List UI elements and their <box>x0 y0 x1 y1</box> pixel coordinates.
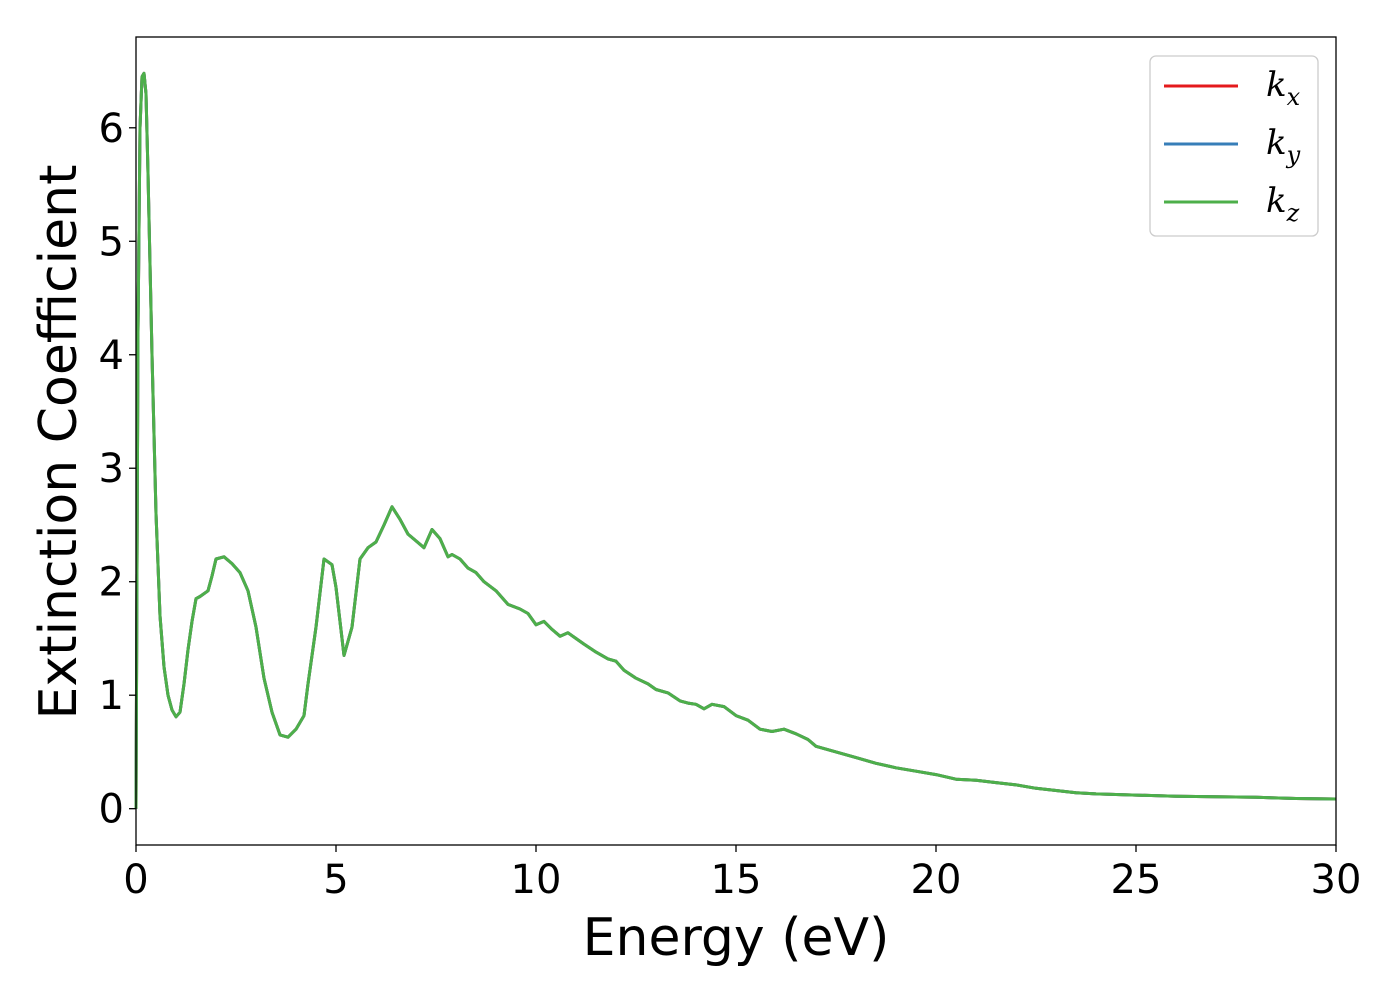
x-tick-label: 25 <box>1111 857 1162 903</box>
series-line-kz <box>134 71 1337 809</box>
y-axis-label: Extinction Coefficient <box>29 165 89 720</box>
y-tick-label: 0 <box>99 787 124 833</box>
x-tick-label: 5 <box>323 857 348 903</box>
plot-background <box>136 37 1336 845</box>
series-lines <box>134 71 1337 809</box>
x-axis-label: Energy (eV) <box>583 908 890 968</box>
x-tick-label: 10 <box>511 857 562 903</box>
legend-label-kx: kx <box>1266 65 1301 111</box>
x-tick-label: 0 <box>123 857 148 903</box>
x-tick-label: 15 <box>711 857 762 903</box>
x-tick-label: 20 <box>911 857 962 903</box>
legend-label-kz: kz <box>1266 181 1300 227</box>
legend: kx ky kz <box>1149 55 1319 237</box>
y-tick-label: 4 <box>99 333 124 379</box>
y-axis-ticks: 0 1 2 3 4 5 6 <box>99 106 136 833</box>
x-tick-label: 30 <box>1311 857 1362 903</box>
legend-label-ky: ky <box>1266 123 1301 169</box>
y-tick-label: 5 <box>99 219 124 265</box>
legend-box <box>1149 55 1319 237</box>
y-tick-label: 6 <box>99 106 124 152</box>
y-tick-label: 2 <box>99 560 124 606</box>
x-axis-ticks: 0 5 10 15 20 25 30 <box>123 845 1361 903</box>
y-tick-label: 3 <box>99 446 124 492</box>
y-tick-label: 1 <box>99 673 124 719</box>
